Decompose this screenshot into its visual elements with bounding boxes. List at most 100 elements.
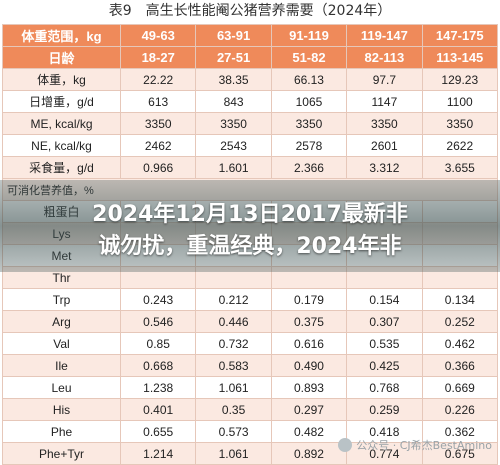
value-cell: 0.490 (270, 354, 348, 377)
value-cell: 1100 (421, 90, 499, 113)
value-cell: 0.546 (119, 310, 197, 333)
table-row: Arg 0.546 0.446 0.375 0.307 0.252 (2, 310, 499, 333)
value-cell: 0.893 (270, 376, 348, 399)
title-overlay-band (0, 180, 500, 272)
value-cell: 0.462 (421, 332, 499, 355)
value-cell: 1065 (270, 90, 348, 113)
value-cell: 0.401 (119, 398, 197, 421)
value-cell: 2622 (421, 134, 499, 157)
row-label-cell: 采食量，g/d (2, 156, 121, 179)
value-cell: 51-82 (270, 46, 348, 69)
table-row: NE, kcal/kg 2462 2543 2578 2601 2622 (2, 134, 499, 157)
value-cell: 1.238 (119, 376, 197, 399)
value-cell: 82-113 (346, 46, 423, 69)
row-label-cell: Trp (2, 288, 121, 311)
overlay-title-line-1: 2024年12月13日2017最新非 (92, 202, 408, 227)
row-label-cell: Val (2, 332, 121, 355)
value-cell: 0.85 (119, 332, 197, 355)
value-cell: 613 (119, 90, 197, 113)
row-label-cell: 日增重，g/d (2, 90, 121, 113)
value-cell: 0.154 (346, 288, 423, 311)
value-cell: 63-91 (195, 24, 272, 47)
table-row: Trp 0.243 0.212 0.179 0.154 0.134 (2, 288, 499, 311)
value-cell: 843 (195, 90, 272, 113)
value-cell: 0.366 (421, 354, 499, 377)
row-label-cell: Ile (2, 354, 121, 377)
value-cell: 147-175 (421, 24, 499, 47)
table-row: Val 0.85 0.732 0.616 0.535 0.462 (2, 332, 499, 355)
value-cell: 3350 (270, 112, 348, 135)
value-cell: 2.366 (270, 156, 348, 179)
value-cell: 1.214 (119, 442, 197, 465)
value-cell: 3.655 (421, 156, 499, 179)
row-label-cell: 日龄 (2, 46, 121, 69)
value-cell: 0.732 (195, 332, 272, 355)
row-label-cell: NE, kcal/kg (2, 134, 121, 157)
value-cell: 2462 (119, 134, 197, 157)
value-cell: 0.375 (270, 310, 348, 333)
row-label-cell: Phe+Tyr (2, 442, 121, 465)
value-cell: 0.134 (421, 288, 499, 311)
value-cell: 0.35 (195, 398, 272, 421)
value-cell: 0.616 (270, 332, 348, 355)
value-cell: 0.768 (346, 376, 423, 399)
table-row: 体重，kg 22.22 38.35 66.13 97.7 129.23 (2, 68, 499, 91)
table-row: 日龄 18-27 27-51 51-82 82-113 113-145 (2, 46, 499, 69)
value-cell: 2578 (270, 134, 348, 157)
value-cell: 18-27 (119, 46, 197, 69)
row-label-cell: 体重范围，kg (2, 24, 121, 47)
table-row: Phe 0.655 0.573 0.482 0.418 0.362 (2, 420, 499, 443)
value-cell: 0.243 (119, 288, 197, 311)
value-cell: 1.601 (195, 156, 272, 179)
table-row: 采食量，g/d 0.966 1.601 2.366 3.312 3.655 (2, 156, 499, 179)
value-cell: 113-145 (421, 46, 499, 69)
value-cell: 3350 (195, 112, 272, 135)
value-cell: 0.252 (421, 310, 499, 333)
row-label-cell: Phe (2, 420, 121, 443)
value-cell: 0.669 (421, 376, 499, 399)
row-label-cell: Leu (2, 376, 121, 399)
table-row: ME, kcal/kg 3350 3350 3350 3350 3350 (2, 112, 499, 135)
watermark: 公众号 · CJ希杰BestAmino (338, 437, 492, 453)
value-cell: 0.179 (270, 288, 348, 311)
value-cell: 0.892 (270, 442, 348, 465)
value-cell: 129.23 (421, 68, 499, 91)
wechat-logo-icon (338, 438, 353, 452)
row-label-cell: His (2, 398, 121, 421)
value-cell: 3350 (421, 112, 499, 135)
value-cell: 2601 (346, 134, 423, 157)
value-cell: 91-119 (270, 24, 348, 47)
table-row: 体重范围，kg 49-63 63-91 91-119 119-147 147-175 (2, 24, 499, 47)
value-cell: 0.573 (195, 420, 272, 443)
value-cell: 0.297 (270, 398, 348, 421)
value-cell: 3350 (119, 112, 197, 135)
value-cell: 0.482 (270, 420, 348, 443)
value-cell: 0.655 (119, 420, 197, 443)
value-cell: 0.668 (119, 354, 197, 377)
value-cell: 0.966 (119, 156, 197, 179)
value-cell: 0.446 (195, 310, 272, 333)
table-row: His 0.401 0.35 0.297 0.259 0.226 (2, 398, 499, 421)
value-cell: 0.362 (421, 420, 499, 443)
value-cell: 1.061 (195, 376, 272, 399)
watermark-text: 公众号 · CJ希杰BestAmino (356, 439, 492, 452)
row-label-cell: ME, kcal/kg (2, 112, 121, 135)
overlay-title-line-2: 诚勿扰，重温经典，2024年非 (98, 234, 402, 259)
table-caption: 表9 高生长性能阉公猪营养需要（2024年） (108, 3, 392, 19)
value-cell: 38.35 (195, 68, 272, 91)
value-cell: 27-51 (195, 46, 272, 69)
value-cell: 1.061 (195, 442, 272, 465)
value-cell: 3.312 (346, 156, 423, 179)
value-cell: 0.418 (346, 420, 423, 443)
value-cell: 66.13 (270, 68, 348, 91)
value-cell: 119-147 (346, 24, 423, 47)
value-cell: 22.22 (119, 68, 197, 91)
value-cell: 0.212 (195, 288, 272, 311)
row-label-cell: 体重，kg (2, 68, 121, 91)
table-row: Ile 0.668 0.583 0.490 0.425 0.366 (2, 354, 499, 377)
value-cell: 0.425 (346, 354, 423, 377)
value-cell: 0.307 (346, 310, 423, 333)
table-row: Leu 1.238 1.061 0.893 0.768 0.669 (2, 376, 499, 399)
table-row: 日增重，g/d 613 843 1065 1147 1100 (2, 90, 499, 113)
value-cell: 97.7 (346, 68, 423, 91)
